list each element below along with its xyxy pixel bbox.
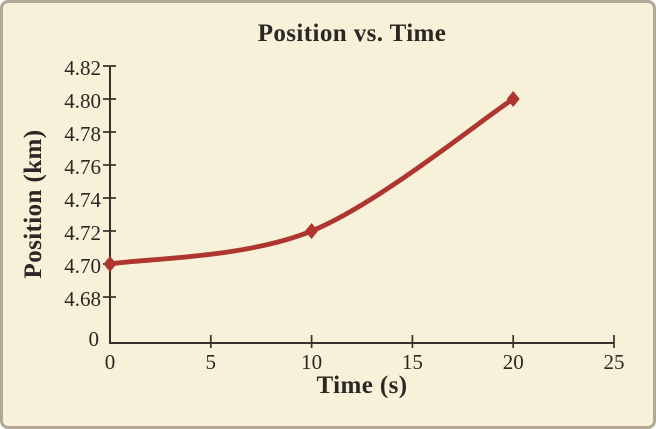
y-origin-label: 0 [89,327,100,351]
axes [109,66,614,344]
y-tick-label: 4.82 [64,56,101,80]
y-tick-label: 4.74 [64,188,101,212]
x-tick-label: 20 [503,350,524,374]
x-tick-label: 25 [604,350,625,374]
y-axis-title: Position (km) [20,130,47,279]
data-point-marker [103,256,117,272]
x-tick-label: 5 [206,350,217,374]
y-tick-label: 4.68 [64,287,101,311]
data-point-marker [506,91,520,107]
x-tick-label: 0 [105,350,116,374]
y-tick-label: 4.78 [64,122,101,146]
data-line [107,96,516,267]
y-tick-label: 4.72 [64,221,101,245]
x-tick-label: 15 [402,350,423,374]
plot-area: 4.68 4.70 4.72 4.74 4.76 4.78 4.80 4.82 00 5 10 15 2… [64,56,624,374]
data-point-marker [305,223,319,239]
y-tick-label: 4.70 [64,254,101,278]
y-tick-label: 4.76 [64,155,101,179]
chart-title: Position vs. Time [258,20,447,47]
x-axis-title: Time (s) [317,372,408,399]
x-tick-label: 10 [301,350,322,374]
y-tick-label: 4.80 [64,89,101,113]
